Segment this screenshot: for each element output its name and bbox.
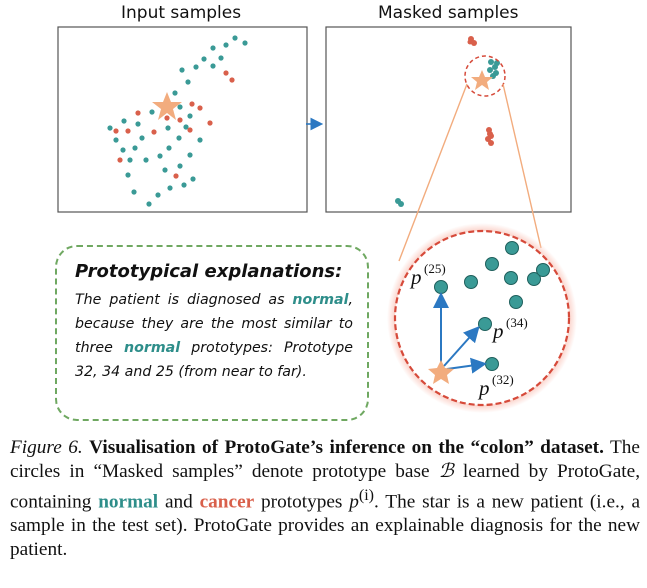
- prototype-34: [478, 317, 492, 331]
- caption-text-4: . The star is a new patient (i.e., a sam…: [10, 491, 641, 561]
- explanation-normal-2: normal: [124, 340, 181, 356]
- similarity-arrows: [433, 292, 487, 374]
- input-samples-title: Input samples: [121, 3, 242, 23]
- masked-samples-panel: [325, 26, 572, 213]
- prototype-25: [434, 280, 448, 294]
- label-p32-letter: p: [477, 376, 490, 400]
- caption-cancer-word: cancer: [199, 491, 255, 513]
- caption-figure-label: Figure 6.: [10, 437, 83, 458]
- label-p34-letter: p: [491, 319, 504, 343]
- label-p34-index: (34): [506, 315, 528, 330]
- caption-title: Visualisation of ProtoGate’s inference o…: [89, 437, 604, 458]
- zoom-line-left: [398, 83, 468, 262]
- explanation-text-1: The patient is diagnosed as: [75, 292, 285, 308]
- magnified-prototypes: [434, 241, 550, 371]
- masked-prototype-clusters: [395, 36, 500, 207]
- caption-math-sup: (i): [358, 487, 375, 504]
- explanation-box: Prototypical explanations: The patient i…: [55, 245, 369, 421]
- explanation-normal-1: normal: [292, 292, 349, 308]
- masked-star: [471, 70, 493, 90]
- magnified-star: [428, 360, 454, 384]
- caption-text-3: prototypes: [261, 491, 343, 513]
- explanation-body: The patient is diagnosed as normal, beca…: [75, 288, 353, 384]
- explanation-heading: Prototypical explanations:: [75, 261, 343, 282]
- explanation-text-3: prototypes: Prototype 32, 34 and 25 (fro…: [75, 340, 353, 380]
- caption-math-p: p: [349, 491, 359, 513]
- label-p32-index: (32): [492, 372, 514, 387]
- input-samples-panel: [57, 26, 308, 213]
- figure-caption: Figure 6. Visualisation of ProtoGate’s i…: [10, 436, 640, 562]
- caption-text-1: The circles in “Masked samples” denote p…: [10, 437, 640, 482]
- explanation-text-2: , because they are the most similar to t…: [75, 292, 353, 356]
- masked-samples-title: Masked samples: [378, 3, 519, 23]
- zoom-line-right: [502, 83, 542, 249]
- magnifier-source-circle: [464, 55, 506, 97]
- figure-illustration: p (25) p (34) p (32): [57, 26, 577, 413]
- prototype-32: [485, 357, 499, 371]
- caption-text-2: learned by ProtoGate, containing: [10, 461, 641, 513]
- input-star: [152, 92, 182, 120]
- caption-normal-word: normal: [98, 491, 159, 513]
- label-p25-letter: p: [409, 265, 422, 289]
- input-sample-points: [107, 35, 248, 207]
- caption-math-b: ℬ: [438, 461, 454, 482]
- label-p25-index: (25): [424, 261, 446, 276]
- caption-and: and: [164, 491, 193, 513]
- prototype-labels: p (25) p (34) p (32): [409, 261, 528, 400]
